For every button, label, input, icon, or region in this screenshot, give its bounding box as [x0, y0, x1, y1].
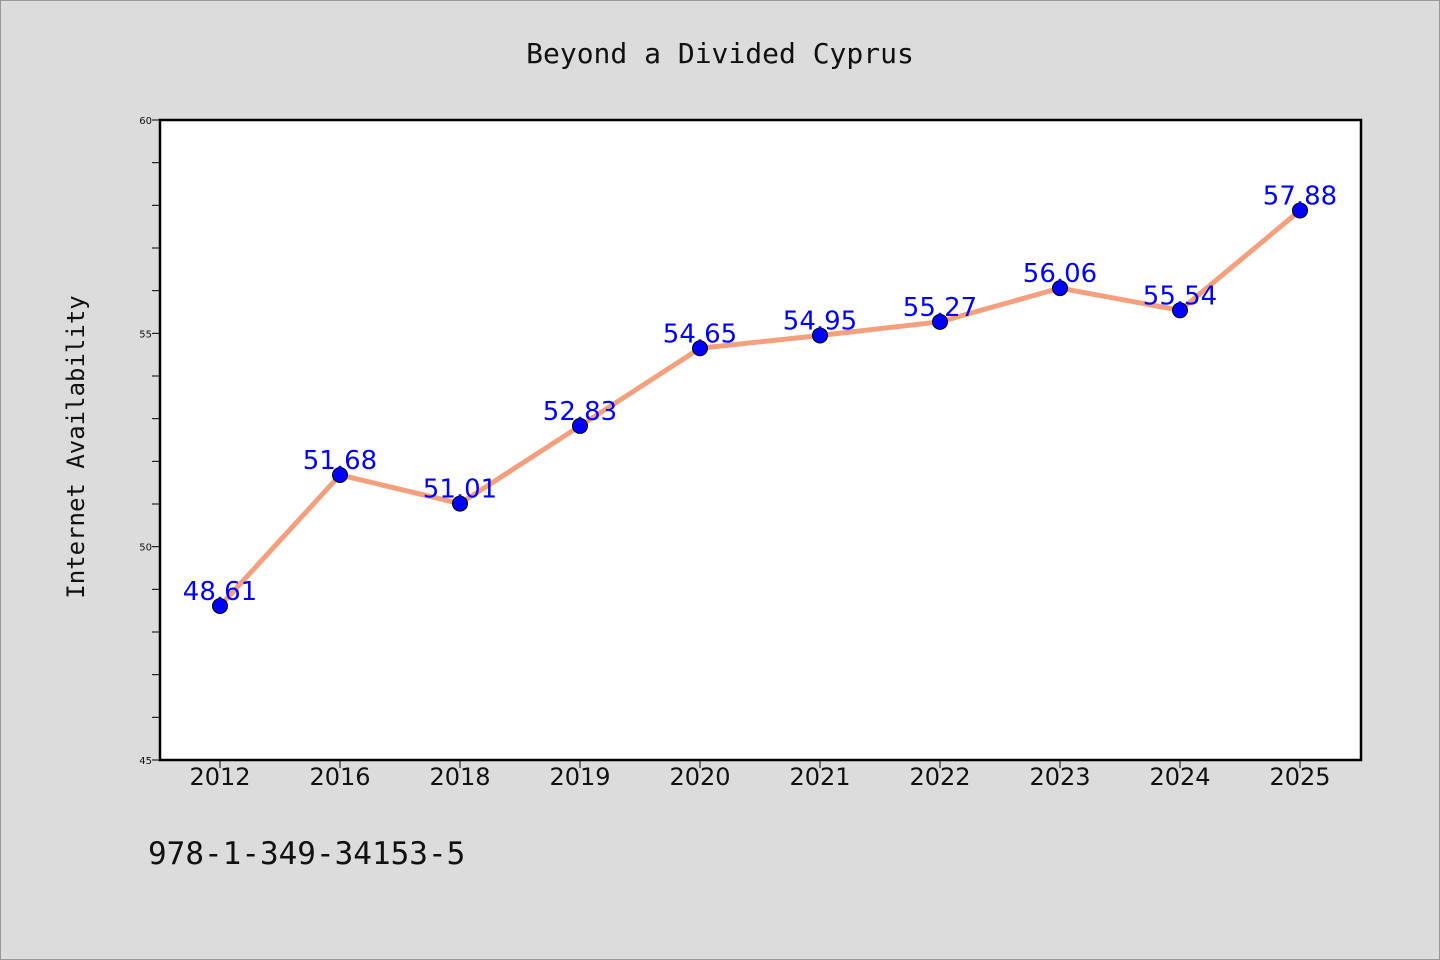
data-value-label: 54.65	[663, 319, 737, 349]
data-point	[572, 417, 588, 434]
data-value-label: 52.83	[543, 397, 617, 427]
data-point	[1052, 280, 1068, 297]
data-value-label: 55.27	[903, 293, 977, 323]
y-tick-label: 50	[139, 543, 152, 554]
x-tick-label: 2018	[429, 763, 490, 791]
x-tick-label: 2019	[549, 763, 610, 791]
chart-title: Beyond a Divided Cyprus	[526, 37, 914, 70]
data-value-label: 57.88	[1263, 181, 1337, 211]
y-tick-label: 60	[139, 116, 152, 127]
x-tick-label: 2012	[189, 763, 250, 791]
data-value-label: 55.54	[1143, 281, 1217, 311]
data-point	[812, 327, 828, 344]
data-point	[1172, 302, 1188, 319]
series-line	[217, 207, 1303, 609]
x-tick-label: 2023	[1029, 763, 1090, 791]
plot-area	[160, 120, 1361, 760]
axis-ticks: 45 50 55 60 2012 2016 2018 2019 2020 2021 2022 2023…	[139, 116, 1330, 791]
data-value-label: 48.61	[183, 577, 257, 607]
x-tick-label: 2024	[1149, 763, 1210, 791]
data-labels: 48.61 51.68 51.01 52.83 54.65 54.95 55.27 56.06…	[183, 181, 1337, 607]
series-group	[212, 202, 1308, 614]
data-point	[452, 495, 468, 512]
data-value-label: 51.68	[303, 446, 377, 476]
data-value-label: 54.95	[783, 306, 857, 336]
x-tick-label: 2021	[789, 763, 850, 791]
data-point	[932, 313, 948, 330]
isbn-footer: 978-1-349-34153-5	[148, 836, 465, 872]
data-point	[212, 597, 228, 614]
x-tick-label: 2022	[909, 763, 970, 791]
y-axis-label: Internet Availability	[62, 295, 90, 598]
data-point	[332, 466, 348, 483]
x-tick-label: 2020	[669, 763, 730, 791]
x-tick-label: 2016	[309, 763, 370, 791]
y-tick-label: 45	[139, 756, 152, 767]
data-point	[692, 340, 708, 357]
y-tick-label: 55	[139, 329, 152, 340]
data-value-label: 56.06	[1023, 259, 1097, 289]
data-value-label: 51.01	[423, 475, 497, 505]
data-point	[1292, 202, 1308, 219]
x-tick-label: 2025	[1269, 763, 1330, 791]
plot-frame	[158, 118, 1363, 762]
